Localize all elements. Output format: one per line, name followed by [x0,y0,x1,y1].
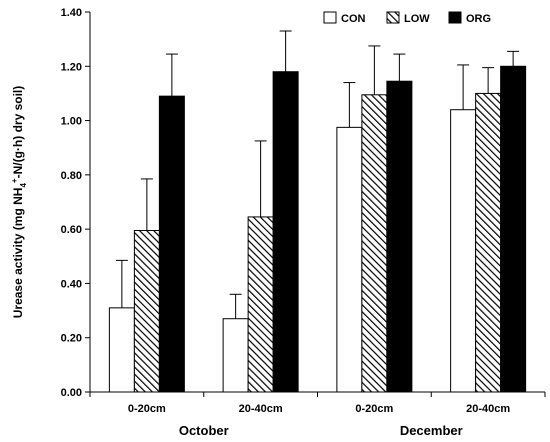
legend-swatch-con [323,11,337,24]
bar-org [272,71,299,393]
y-axis-label-sub: 4 [19,183,28,188]
legend-swatch-org [448,11,462,24]
y-tick-label: 1.40 [61,7,82,19]
x-category-label: 20-40cm [466,403,510,415]
bar-low [133,230,160,393]
legend-label-org: ORG [466,13,491,25]
y-tick-label: 0.40 [61,278,82,290]
y-axis-label-suffix: -N/(g·h) dry soil) [11,86,25,179]
x-category-label: 0-20cm [355,403,393,415]
x-group-label: December [400,423,463,438]
y-tick-label: 0.60 [61,224,82,236]
y-tick-label: 0.20 [61,333,82,345]
bar-con [222,318,249,393]
bar-con [108,307,135,393]
legend-label-con: CON [341,13,366,25]
bar-low [475,92,502,393]
legend: CON LOW ORG [323,11,491,25]
bar-con [336,126,363,393]
y-tick-label: 1.20 [61,61,82,73]
legend-swatch-low [386,11,400,24]
bar-org [158,95,185,393]
bar-org [500,65,527,393]
y-axis-label: Urease activity (mg NH4+-N/(g·h) dry soi… [10,86,28,319]
y-axis-label-sup: + [10,178,19,183]
bar-con [450,109,477,393]
bar-low [247,216,274,393]
y-tick-label: 0.00 [61,387,82,399]
x-axis: 0-20cm 20-40cm 0-20cm 20-40cm October Decembe… [89,391,546,438]
legend-label-low: LOW [404,13,430,25]
y-axis-label-prefix: Urease activity (mg NH [11,188,25,319]
y-axis: 0.00 0.20 0.40 0.60 0.80 1.00 1.20 1.40 [61,7,91,399]
bars [108,30,527,393]
y-tick-label: 0.80 [61,170,82,182]
bar-org [386,80,413,393]
x-group-label: October [179,423,229,438]
x-category-label: 20-40cm [239,403,283,415]
y-tick-label: 1.00 [61,116,82,128]
x-category-label: 0-20cm [128,403,166,415]
bar-low [361,94,388,393]
